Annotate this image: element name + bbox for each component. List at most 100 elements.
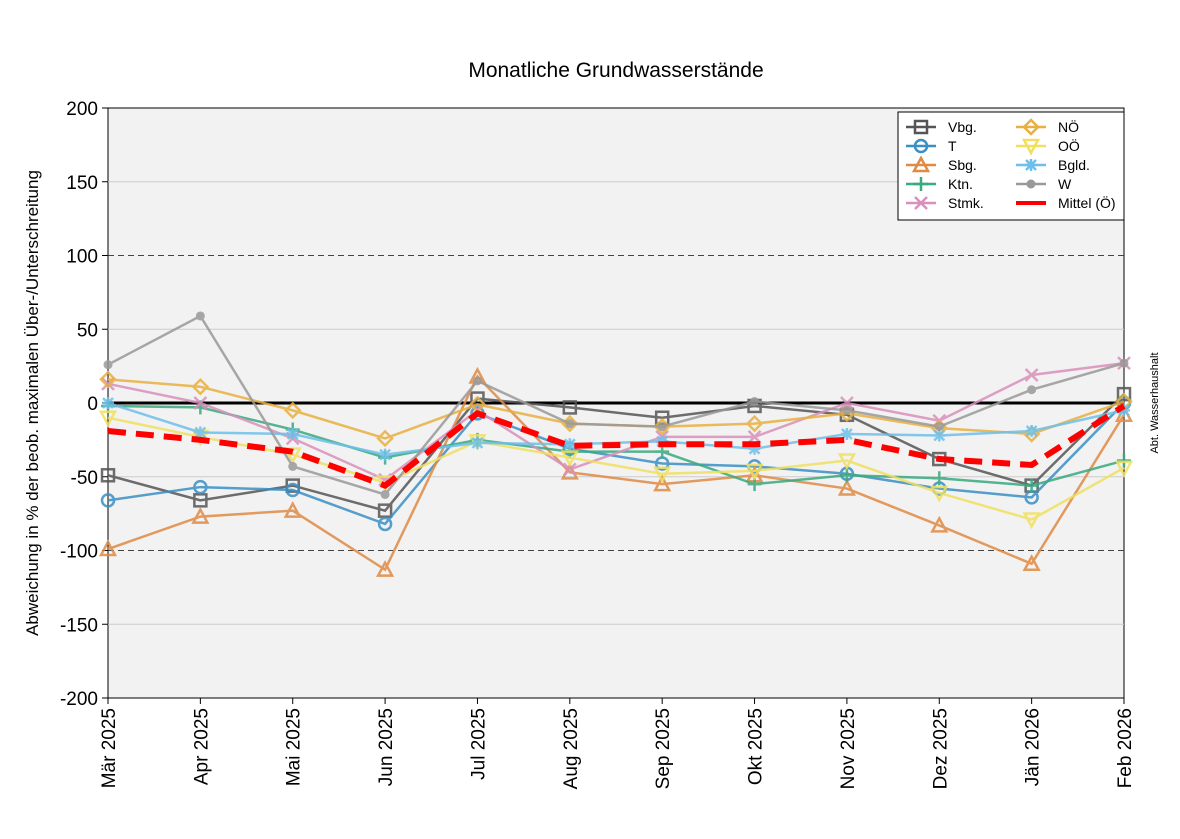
- data-point-asterisk: [1118, 404, 1130, 417]
- y-tick-label: -200: [60, 689, 98, 710]
- data-point-circle: [193, 479, 208, 495]
- data-point-triangle-down: [560, 450, 579, 468]
- legend-item: Sbg.: [906, 155, 977, 173]
- legend-item: NÖ: [1016, 118, 1079, 136]
- data-point-triangle: [98, 539, 118, 557]
- data-point-square: [193, 493, 208, 508]
- x-tick-label: Dez 2025: [930, 708, 951, 789]
- data-point-asterisk: [563, 438, 576, 451]
- data-point-asterisk: [379, 448, 392, 461]
- legend-item: T: [906, 138, 957, 154]
- data-point-diamond: [745, 414, 764, 433]
- series-mittelö: [107, 403, 1126, 489]
- legend-item: Mittel (Ö): [1016, 194, 1116, 211]
- x-tick-label: Mai 2025: [284, 708, 305, 786]
- side-note: Abt. Wasserhaushalt: [1149, 352, 1161, 453]
- series-line: [107, 403, 1126, 489]
- legend-label: NÖ: [1058, 118, 1079, 135]
- y-tick-label: -50: [71, 468, 98, 489]
- data-point-plus: [1117, 453, 1131, 468]
- series-line: [107, 404, 1125, 487]
- series-line: [107, 402, 1125, 526]
- data-point-triangle: [911, 155, 931, 173]
- data-point-asterisk: [748, 442, 761, 455]
- data-point-dot: [565, 419, 575, 429]
- data-point-diamond: [1022, 118, 1040, 136]
- legend-label: Mittel (Ö): [1058, 194, 1116, 211]
- data-point-diamond: [99, 370, 117, 389]
- chart-title: Monatliche Grundwasserstände: [468, 59, 763, 82]
- data-point-triangle: [1022, 554, 1041, 572]
- data-point-plus: [839, 468, 854, 483]
- data-point-triangle-down: [1114, 460, 1134, 478]
- data-point-triangle: [191, 506, 210, 524]
- data-point-x: [562, 462, 577, 477]
- data-point-circle: [913, 138, 929, 154]
- data-point-asterisk: [1025, 425, 1038, 438]
- data-point-dot: [1027, 385, 1037, 395]
- data-point-square: [377, 503, 393, 518]
- series-line: [107, 393, 1125, 513]
- legend-item: Bgld.: [1016, 157, 1090, 173]
- x-tick-label: Jun 2025: [376, 708, 397, 786]
- data-point-x: [193, 396, 208, 410]
- legend-label: W: [1058, 176, 1072, 192]
- legend-item: Ktn.: [906, 176, 973, 192]
- data-point-square: [1116, 386, 1132, 402]
- legend-label: Sbg.: [948, 157, 977, 173]
- data-point-square: [562, 400, 578, 415]
- data-point-dot: [103, 360, 113, 370]
- data-point-dot: [1026, 179, 1036, 189]
- legend-label: Bgld.: [1058, 157, 1090, 173]
- data-point-circle: [100, 493, 116, 508]
- data-point-square: [100, 468, 116, 483]
- legend-label: T: [948, 138, 957, 154]
- legend-item: Vbg.: [906, 119, 977, 135]
- data-point-asterisk: [286, 427, 299, 440]
- series-w: [103, 311, 1129, 499]
- data-point-triangle-down: [930, 485, 949, 503]
- y-axis-label: Abweichung in % der beob. maximalen Über…: [23, 170, 42, 636]
- x-tick-label: Jän 2026: [1023, 708, 1044, 786]
- data-point-x: [1024, 368, 1039, 382]
- data-point-x: [914, 196, 928, 210]
- data-point-square: [913, 119, 929, 135]
- legend: Vbg. T Sbg. Ktn. Stmk. NÖ OÖ Bgld. W Mittel (Ö): [897, 111, 1125, 221]
- x-tick-label: Nov 2025: [838, 708, 859, 789]
- x-tick-label: Sep 2025: [653, 708, 674, 789]
- series-line: [107, 314, 1125, 496]
- data-point-triangle: [375, 560, 395, 577]
- series-line: [107, 374, 1126, 572]
- data-point-dot: [934, 422, 944, 432]
- x-tick-label: Apr 2025: [191, 708, 212, 785]
- legend-label: Vbg.: [948, 119, 977, 135]
- data-point-dot: [842, 405, 852, 415]
- data-point-plus: [914, 177, 928, 191]
- y-tick-label: 150: [66, 173, 98, 194]
- data-point-diamond: [376, 429, 394, 448]
- data-point-triangle: [837, 478, 857, 496]
- legend-label: OÖ: [1058, 137, 1080, 154]
- data-point-triangle-down: [745, 463, 764, 481]
- data-point-triangle-down: [1021, 138, 1041, 156]
- data-point-dot: [380, 489, 390, 499]
- y-tick-label: 200: [66, 99, 98, 120]
- data-point-circle: [377, 516, 393, 532]
- x-tick-label: Feb 2026: [1115, 708, 1136, 788]
- data-point-dot: [750, 397, 760, 407]
- data-point-plus: [932, 471, 947, 486]
- data-point-asterisk: [933, 429, 946, 442]
- y-tick-label: -150: [60, 615, 98, 636]
- data-point-triangle-down: [837, 453, 857, 471]
- data-point-dot: [657, 422, 667, 432]
- data-point-diamond: [191, 378, 210, 396]
- x-tick-label: Okt 2025: [746, 708, 767, 785]
- legend-label: Stmk.: [948, 195, 984, 211]
- data-point-triangle-down: [1022, 512, 1041, 530]
- data-point-dot: [288, 461, 298, 471]
- data-point-triangle: [930, 515, 949, 533]
- data-point-dot: [472, 376, 482, 386]
- x-tick-label: Aug 2025: [561, 708, 582, 789]
- data-point-asterisk: [1025, 159, 1037, 171]
